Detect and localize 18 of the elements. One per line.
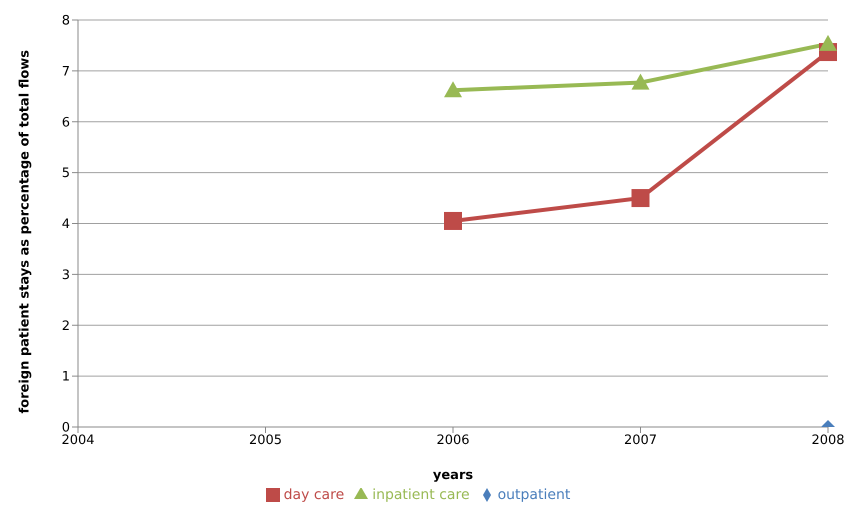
- x-tick-label: 2006: [436, 433, 470, 448]
- x-tick-label: 2008: [811, 433, 845, 448]
- y-tick-label: 8: [62, 14, 70, 29]
- y-tick-label: 1: [62, 370, 70, 385]
- y-tick-label: 5: [62, 166, 70, 182]
- x-tick-label: 2004: [61, 433, 95, 448]
- y-tick-label: 7: [62, 64, 70, 80]
- y-tick-label: 2: [62, 318, 70, 334]
- legend-label: day care: [284, 487, 344, 503]
- y-axis-title: foreign patient stays as percentage of total flows: [18, 50, 33, 414]
- x-axis-title: years: [432, 468, 474, 483]
- y-tick-label: 4: [62, 217, 70, 232]
- legend-label: inpatient care: [372, 487, 470, 503]
- legend-label: outpatient: [498, 487, 570, 503]
- y-tick-label: 6: [62, 115, 70, 130]
- y-tick-label: 3: [62, 268, 70, 283]
- x-tick-label: 2005: [248, 433, 282, 448]
- x-tick-label: 2007: [624, 433, 658, 448]
